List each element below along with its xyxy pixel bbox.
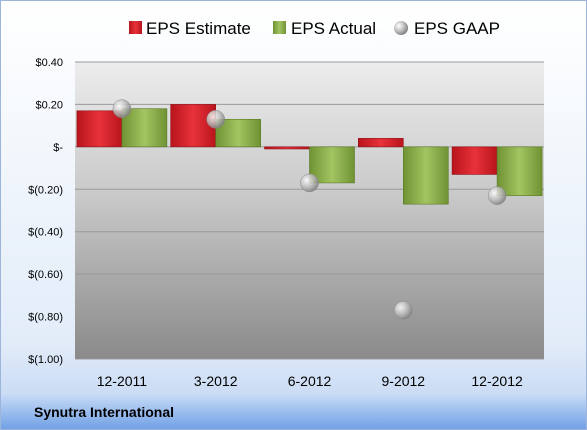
x-category-label: 6-2012 bbox=[288, 373, 332, 389]
y-tick-label: $(0.60) bbox=[28, 269, 63, 281]
bar-eps-estimate bbox=[170, 104, 216, 148]
bars bbox=[76, 104, 543, 205]
y-tick-label: $- bbox=[53, 142, 63, 154]
legend: EPS Estimate EPS Actual EPS GAAP bbox=[129, 19, 500, 38]
gaap-markers bbox=[112, 99, 507, 320]
x-category-label: 12-2011 bbox=[97, 373, 148, 389]
x-category-label: 9-2012 bbox=[382, 373, 426, 389]
bar-eps-estimate bbox=[357, 138, 404, 148]
y-tick-label: $(0.20) bbox=[28, 184, 63, 196]
y-axis-labels: $0.40 $0.20 $- $(0.20) $(0.40) $(0.60) $(0.80)… bbox=[28, 57, 63, 366]
y-tick-label: $0.40 bbox=[35, 57, 63, 69]
marker-eps-gaap bbox=[487, 186, 507, 205]
legend-label-gaap: EPS GAAP bbox=[414, 19, 500, 38]
bar-eps-actual bbox=[402, 146, 449, 205]
legend-swatch-estimate bbox=[129, 21, 142, 34]
legend-label-actual: EPS Actual bbox=[291, 19, 376, 38]
legend-label-estimate: EPS Estimate bbox=[146, 19, 251, 38]
bar-eps-estimate bbox=[264, 146, 310, 150]
bar-eps-actual bbox=[309, 146, 355, 184]
marker-eps-gaap bbox=[300, 173, 319, 193]
bar-eps-estimate bbox=[76, 110, 123, 148]
x-category-label: 3-2012 bbox=[194, 373, 238, 389]
bar-eps-estimate bbox=[451, 146, 498, 175]
legend-swatch-actual bbox=[273, 21, 286, 34]
chart-footer-band bbox=[0, 395, 587, 430]
bar-eps-actual bbox=[496, 146, 543, 196]
marker-eps-gaap bbox=[394, 300, 413, 320]
company-name: Synutra International bbox=[34, 404, 174, 420]
marker-eps-gaap bbox=[112, 99, 132, 118]
y-tick-label: $(0.80) bbox=[28, 312, 63, 324]
plot-area bbox=[75, 62, 544, 359]
legend-swatch-gaap bbox=[394, 21, 408, 35]
x-category-label: 12-2012 bbox=[471, 373, 523, 389]
bar-eps-actual bbox=[121, 108, 168, 148]
y-tick-label: $0.20 bbox=[35, 99, 63, 111]
x-axis-labels: 12-2011 3-2012 6-2012 9-2012 12-2012 bbox=[97, 373, 523, 389]
y-tick-label: $(1.00) bbox=[28, 354, 63, 366]
marker-eps-gaap bbox=[206, 110, 225, 129]
y-tick-label: $(0.40) bbox=[28, 227, 63, 239]
